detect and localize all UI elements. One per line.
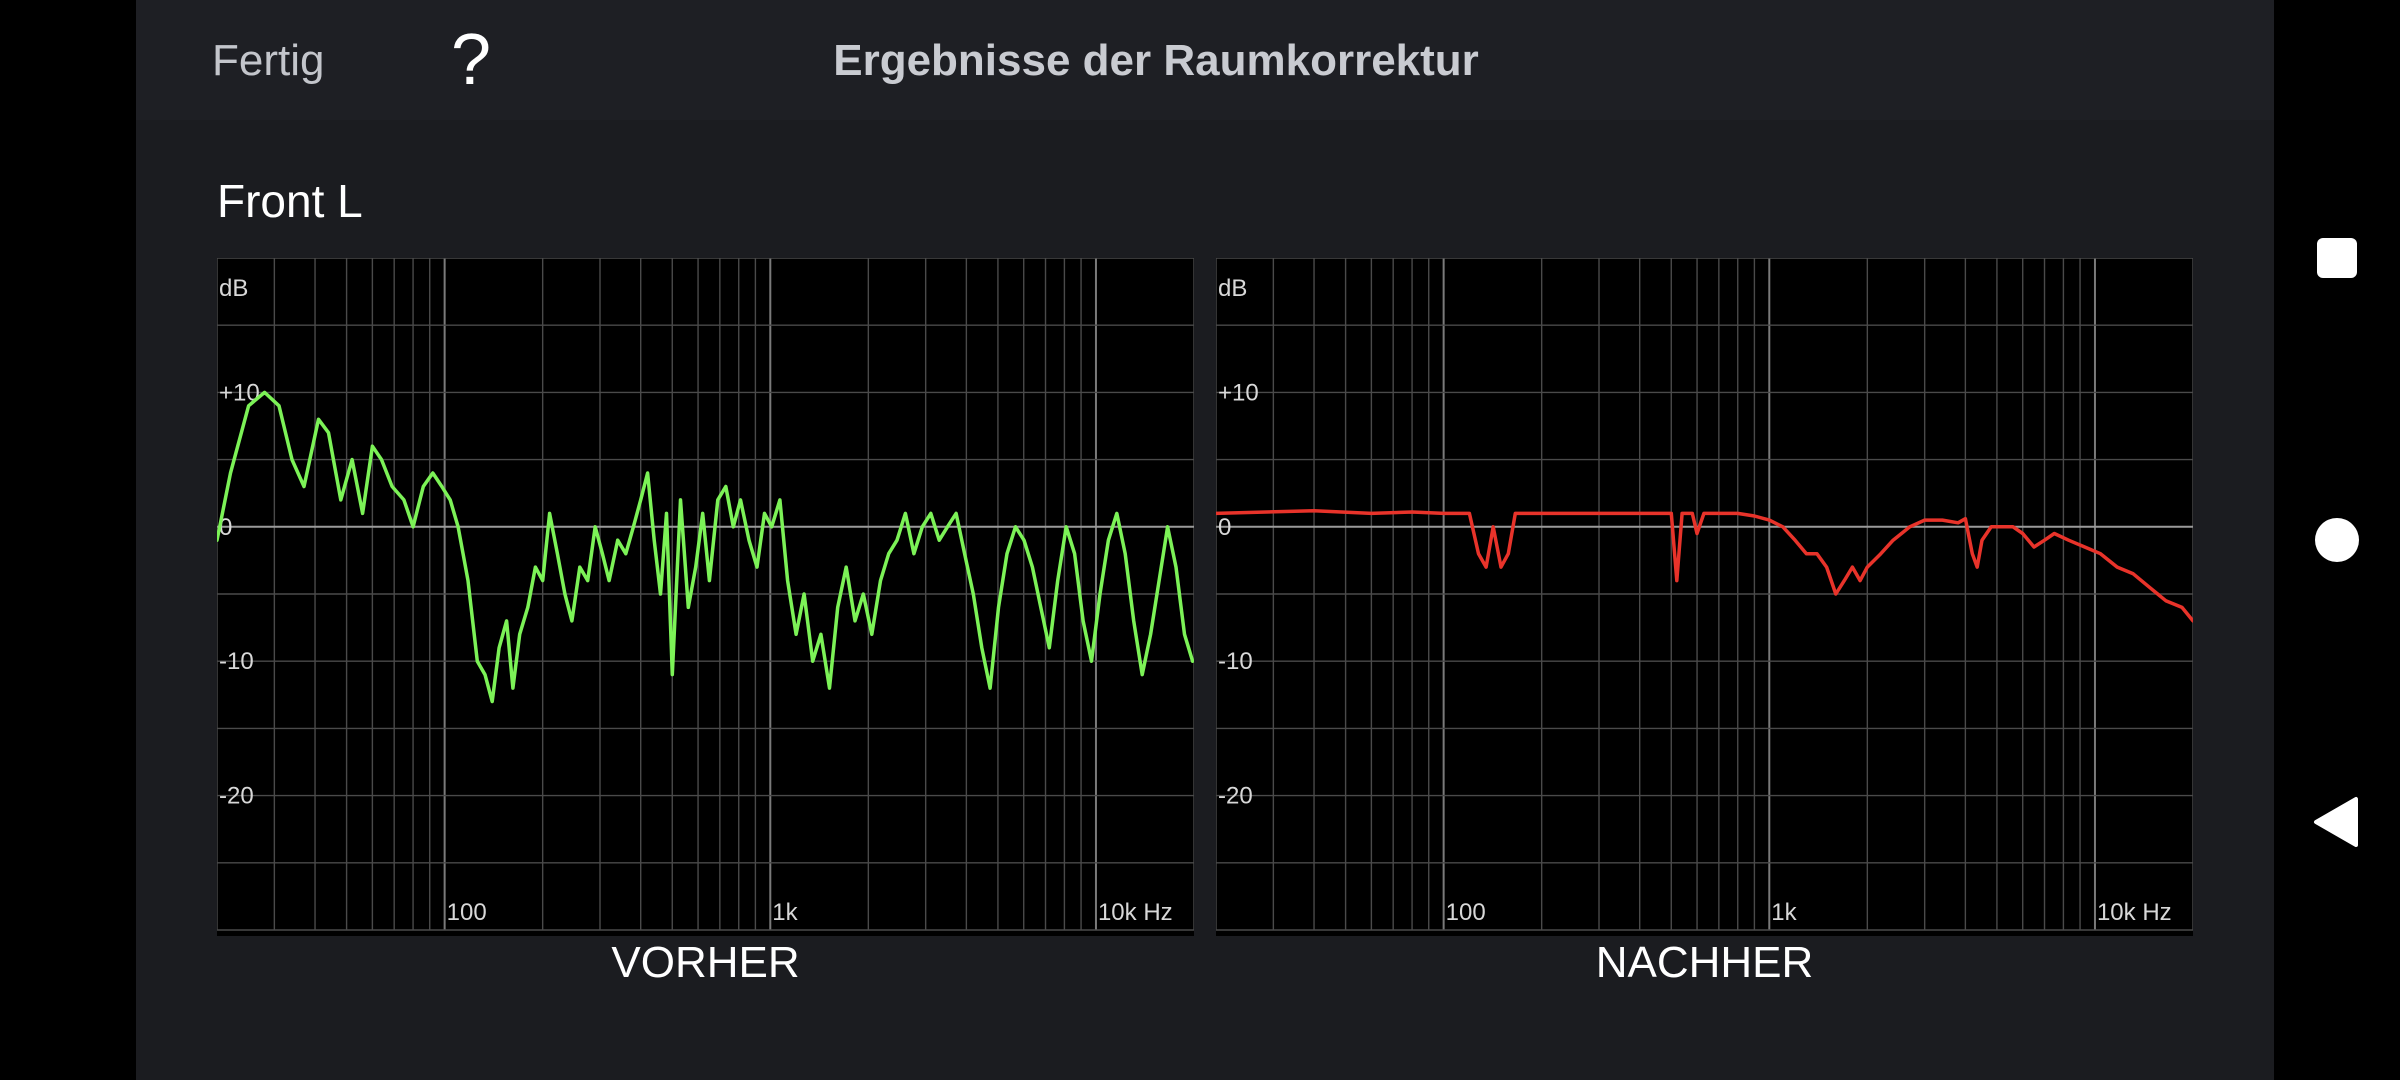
room-correction-screen: Fertig ? Ergebnisse der Raumkorrektur Fr… bbox=[136, 0, 2397, 1080]
series-line bbox=[217, 390, 1194, 704]
recents-square-icon[interactable] bbox=[2274, 198, 2400, 318]
channel-name: Front L bbox=[217, 175, 363, 227]
y-tick-label: dB bbox=[1218, 275, 1247, 302]
y-tick-label: -20 bbox=[219, 783, 254, 810]
series-line bbox=[1216, 508, 2193, 623]
x-tick-label: 100 bbox=[1446, 899, 1486, 926]
y-tick-label: dB bbox=[219, 275, 248, 302]
graph-before-caption: VORHER bbox=[611, 938, 800, 987]
graph-after: dB +10 0 -10 -20 100 1k 10k Hz bbox=[1216, 258, 2193, 936]
x-tick-label: 10k Hz bbox=[1098, 899, 1173, 926]
x-tick-label: 1k bbox=[1771, 899, 1797, 926]
y-tick-label: -10 bbox=[219, 648, 254, 675]
top-bar: Fertig ? Ergebnisse der Raumkorrektur bbox=[136, 0, 2274, 120]
help-button[interactable]: ? bbox=[450, 20, 492, 100]
graph-after-caption: NACHHER bbox=[1595, 938, 1814, 987]
system-navigation-bar bbox=[2274, 0, 2400, 1080]
frequency-response-after-chart: dB +10 0 -10 -20 100 1k 10k Hz bbox=[1216, 258, 2193, 931]
back-triangle-icon[interactable] bbox=[2274, 762, 2400, 882]
page-title: Ergebnisse der Raumkorrektur bbox=[833, 36, 1479, 85]
x-tick-label: 1k bbox=[772, 899, 798, 926]
x-tick-label: 100 bbox=[447, 899, 487, 926]
y-tick-label: -20 bbox=[1218, 783, 1253, 810]
graph-before: dB +10 0 -10 -20 100 1k 10k Hz bbox=[217, 258, 1194, 936]
home-circle-icon[interactable] bbox=[2274, 480, 2400, 600]
y-tick-label: +10 bbox=[1218, 379, 1259, 406]
y-tick-label: 0 bbox=[1218, 514, 1231, 541]
done-button[interactable]: Fertig bbox=[212, 36, 325, 85]
y-tick-label: -10 bbox=[1218, 648, 1253, 675]
x-tick-label: 10k Hz bbox=[2097, 899, 2172, 926]
